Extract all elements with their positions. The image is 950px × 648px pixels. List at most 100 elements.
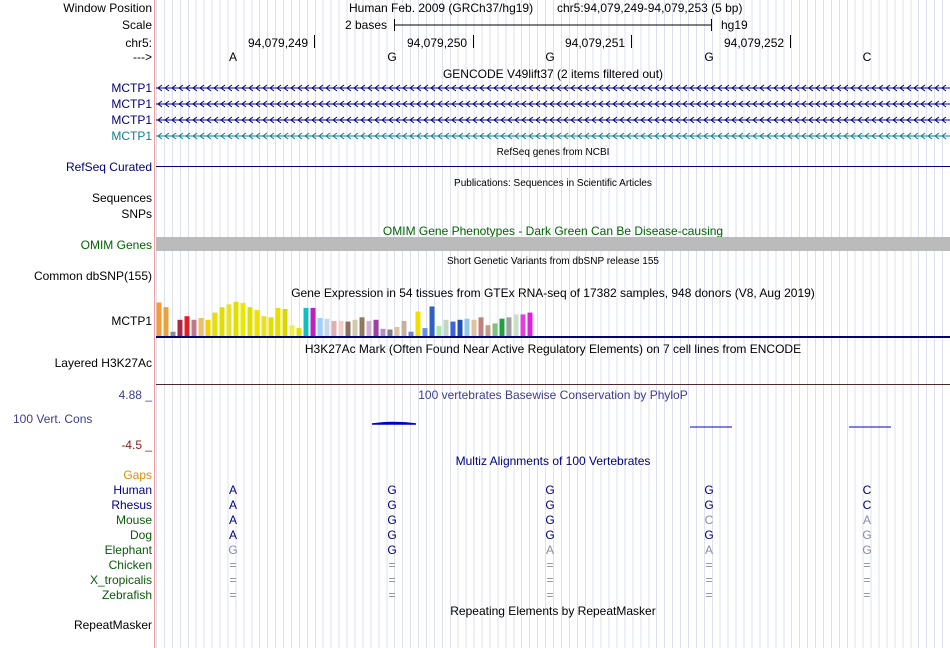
gtex-tissue-bar[interactable] <box>282 309 288 336</box>
gtex-tissue-bar[interactable] <box>415 311 421 337</box>
phylop-track-title[interactable]: 100 vertebrates Basewise Conservation by… <box>418 388 688 402</box>
gtex-tissue-bar[interactable] <box>198 318 204 336</box>
gtex-tissue-bar[interactable] <box>359 317 365 336</box>
gtex-tissue-bar[interactable] <box>233 301 239 336</box>
multiz-gaps-label[interactable]: Gaps <box>123 468 152 482</box>
multiz-species-label[interactable]: Human <box>113 483 152 497</box>
omim-label[interactable]: OMIM Genes <box>80 238 152 252</box>
publications-label-sequences[interactable]: Sequences <box>91 191 152 205</box>
gtex-tissue-bar[interactable] <box>177 319 183 336</box>
multiz-species-label[interactable]: Rhesus <box>111 498 152 512</box>
dbsnp-label[interactable]: Common dbSNP(155) <box>33 269 152 283</box>
omim-gene-bar[interactable] <box>156 237 950 251</box>
gtex-tissue-bar[interactable] <box>429 306 435 337</box>
gtex-tissue-bar[interactable] <box>345 321 351 336</box>
gtex-tissue-bar[interactable] <box>184 316 190 336</box>
gtex-tissue-bar[interactable] <box>527 312 533 336</box>
multiz-species-label[interactable]: Mouse <box>115 513 152 527</box>
multiz-species-label[interactable]: Zebrafish <box>101 588 152 602</box>
gtex-tissue-bar[interactable] <box>254 310 260 336</box>
gtex-tissue-bar[interactable] <box>219 307 225 336</box>
dbsnp-track-title[interactable]: Short Genetic Variants from dbSNP releas… <box>447 256 659 267</box>
gtex-tissue-bar[interactable] <box>422 328 428 336</box>
gtex-tissue-bar[interactable] <box>492 323 498 336</box>
gtex-tissue-bar[interactable] <box>387 329 393 337</box>
gencode-label-4[interactable]: MCTP1 <box>111 129 152 143</box>
gtex-label[interactable]: MCTP1 <box>111 314 152 328</box>
gtex-tissue-bar[interactable] <box>205 319 211 336</box>
gencode-transcript-2[interactable] <box>156 100 950 108</box>
gtex-tissue-bar[interactable] <box>401 320 407 336</box>
gtex-tissue-bar[interactable] <box>247 307 253 336</box>
gencode-transcript-3[interactable] <box>156 116 950 124</box>
gtex-tissue-bar[interactable] <box>289 325 295 336</box>
h3k27ac-track-title[interactable]: H3K27Ac Mark (Often Found Near Active Re… <box>304 342 802 356</box>
sequence-base-1: A <box>228 50 237 64</box>
gtex-tissue-bar[interactable] <box>303 307 309 336</box>
multiz-base: = <box>705 588 713 602</box>
gtex-tissue-bar[interactable] <box>499 318 505 336</box>
gencode-transcript-4[interactable] <box>156 132 950 140</box>
gtex-tissue-bar[interactable] <box>296 328 302 336</box>
gencode-label-1[interactable]: MCTP1 <box>111 81 152 95</box>
gtex-tissue-bar[interactable] <box>352 319 358 336</box>
refseq-label[interactable]: RefSeq Curated <box>65 160 152 174</box>
multiz-species-label[interactable]: Elephant <box>104 543 152 557</box>
gtex-tissue-bar[interactable] <box>156 302 162 337</box>
gencode-label-2[interactable]: MCTP1 <box>111 97 152 111</box>
repeatmasker-track-title[interactable]: Repeating Elements by RepeatMasker <box>450 604 656 618</box>
gtex-tissue-bar[interactable] <box>408 331 414 336</box>
phylop-label[interactable]: 100 Vert. Cons <box>13 412 93 426</box>
gtex-tissue-bar[interactable] <box>317 318 323 336</box>
gtex-tissue-bar[interactable] <box>443 319 449 336</box>
coord-ticks <box>314 35 791 48</box>
multiz-species-label[interactable]: Chicken <box>108 558 152 572</box>
repeatmasker-label[interactable]: RepeatMasker <box>73 618 152 632</box>
gtex-tissue-bar[interactable] <box>520 314 526 336</box>
gtex-tissue-bar[interactable] <box>226 304 232 336</box>
publications-track-title[interactable]: Publications: Sequences in Scientific Ar… <box>454 178 652 189</box>
omim-track-title[interactable]: OMIM Gene Phenotypes - Dark Green Can Be… <box>382 224 724 238</box>
gtex-tissue-bar[interactable] <box>485 325 491 336</box>
refseq-track-title[interactable]: RefSeq genes from NCBI <box>496 147 610 158</box>
gencode-label-3[interactable]: MCTP1 <box>111 113 152 127</box>
gtex-tissue-bar[interactable] <box>163 307 169 336</box>
gtex-tissue-bar[interactable] <box>513 314 519 336</box>
gtex-bar-chart[interactable] <box>156 300 556 336</box>
gtex-tissue-bar[interactable] <box>261 316 267 336</box>
gtex-tissue-bar[interactable] <box>450 321 456 336</box>
gtex-tissue-bar[interactable] <box>240 302 246 336</box>
h3k27ac-label[interactable]: Layered H3K27Ac <box>54 356 152 370</box>
publications-label-snps[interactable]: SNPs <box>121 207 152 221</box>
gtex-tissue-bar[interactable] <box>366 320 372 336</box>
gtex-tissue-bar[interactable] <box>436 325 442 336</box>
gtex-tissue-bar[interactable] <box>471 319 477 336</box>
gtex-tissue-bar[interactable] <box>373 319 379 336</box>
multiz-track-title[interactable]: Multiz Alignments of 100 Vertebrates <box>455 454 651 468</box>
gtex-tissue-bar[interactable] <box>464 318 470 336</box>
gtex-tissue-bar[interactable] <box>380 328 386 336</box>
coord-4: 94,079,252 <box>724 36 785 50</box>
gtex-tissue-bar[interactable] <box>170 331 176 336</box>
refseq-gene-line[interactable] <box>156 166 950 167</box>
gtex-tissue-bar[interactable] <box>275 307 281 336</box>
gtex-tissue-bar[interactable] <box>331 320 337 336</box>
gtex-tissue-bar[interactable] <box>338 320 344 336</box>
multiz-species-label[interactable]: X_tropicalis <box>89 573 152 587</box>
gtex-tissue-bar[interactable] <box>506 317 512 336</box>
gtex-track-title[interactable]: Gene Expression in 54 tissues from GTEx … <box>291 286 815 300</box>
multiz-base: C <box>704 513 714 527</box>
gtex-tissue-bar[interactable] <box>478 317 484 336</box>
gtex-tissue-bar[interactable] <box>268 317 274 336</box>
gencode-track-title[interactable]: GENCODE V49lift37 (2 items filtered out) <box>442 67 664 81</box>
gtex-tissue-bar[interactable] <box>394 327 400 336</box>
gtex-gene-line[interactable] <box>156 336 950 338</box>
gtex-tissue-bar[interactable] <box>191 319 197 336</box>
gtex-tissue-bar[interactable] <box>324 318 330 336</box>
gtex-tissue-bar[interactable] <box>457 319 463 336</box>
gtex-tissue-bar[interactable] <box>212 312 218 336</box>
gtex-tissue-bar[interactable] <box>310 307 316 336</box>
multiz-species-label[interactable]: Dog <box>129 528 152 542</box>
gencode-transcript-1[interactable] <box>156 84 950 92</box>
